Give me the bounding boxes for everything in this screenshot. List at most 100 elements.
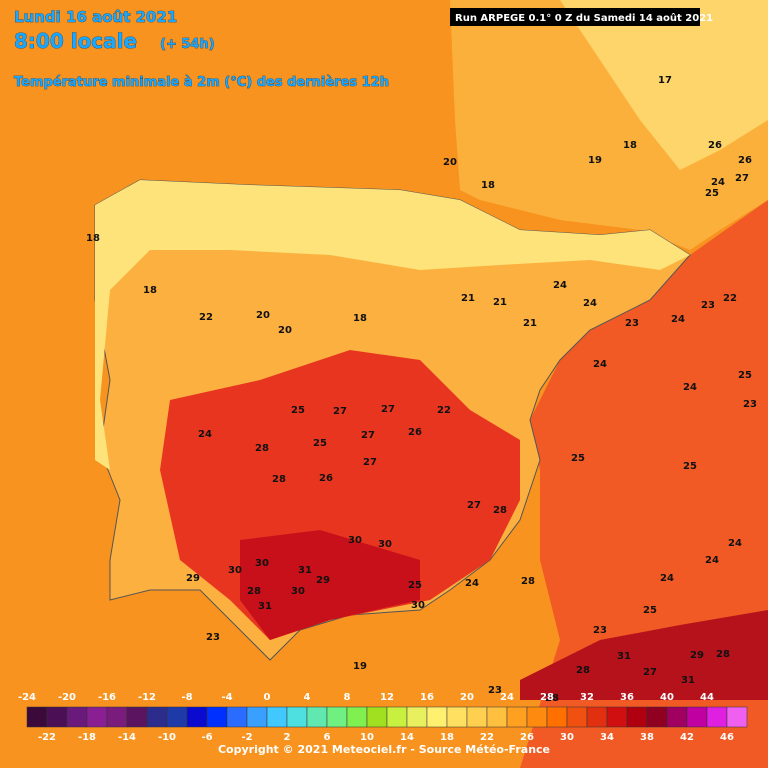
temp-label: 28	[247, 586, 261, 597]
colorbar-cell	[366, 706, 388, 728]
alps	[560, 0, 768, 170]
colorbar-tick-label: -20	[58, 692, 76, 703]
run: Run ARPEGE 0.1° 0 Z du Samedi 14 août 20…	[455, 12, 713, 24]
colorbar-cell	[586, 706, 608, 728]
colorbar-tick-label: 46	[720, 732, 734, 743]
africa	[520, 610, 768, 700]
temp-label: 27	[381, 404, 395, 415]
temp-label: 27	[735, 173, 749, 184]
temp-label: 31	[258, 601, 272, 612]
temp-label: 24	[660, 573, 674, 584]
colorbar-tick-label: 32	[580, 692, 594, 703]
temp-label: 18	[86, 233, 100, 244]
colorbar-cell	[626, 706, 648, 728]
colorbar-cell	[286, 706, 308, 728]
temp-label: 25	[705, 188, 719, 199]
colorbar-cell	[106, 706, 128, 728]
temp-label: 18	[353, 313, 367, 324]
colorbar-tick-label: 40	[660, 692, 674, 703]
colorbar-tick-label: -18	[78, 732, 96, 743]
colorbar-cell	[606, 706, 628, 728]
colorbar-cell	[166, 706, 188, 728]
temp-label: 27	[361, 430, 375, 441]
colorbar-cell	[546, 706, 568, 728]
colorbar-cell	[246, 706, 268, 728]
colorbar-cell	[466, 706, 488, 728]
temp-label: 26	[708, 140, 722, 151]
temp-label: 30	[228, 565, 242, 576]
colorbar-tick-label: 34	[600, 732, 614, 743]
temp-label: 24	[583, 298, 597, 309]
temp-label: 26	[738, 155, 752, 166]
temp-label: 24	[593, 359, 607, 370]
colorbar-cell	[506, 706, 528, 728]
colorbar-cell	[386, 706, 408, 728]
colorbar-tick-label: 30	[560, 732, 574, 743]
colorbar-cell	[126, 706, 148, 728]
temp-label: 24	[728, 538, 742, 549]
temp-label: 25	[408, 580, 422, 591]
temp-label: 27	[467, 500, 481, 511]
temp-label: 24	[553, 280, 567, 291]
colorbar-cell	[706, 706, 728, 728]
colorbar-cell	[726, 706, 748, 728]
temp-label: 25	[683, 461, 697, 472]
colorbar-tick-label: -14	[118, 732, 136, 743]
colorbar-tick-label: -8	[181, 692, 192, 703]
copyright: Copyright © 2021 Meteociel.fr - Source M…	[218, 743, 550, 756]
colorbar-cell	[306, 706, 328, 728]
temp-label: 22	[199, 312, 213, 323]
temp-label: 28	[716, 649, 730, 660]
temp-label: 28	[272, 474, 286, 485]
temp-label: 30	[291, 586, 305, 597]
temp-label: 28	[493, 505, 507, 516]
colorbar-cell	[46, 706, 68, 728]
colorbar-tick-label: 24	[500, 692, 514, 703]
temp-label: 31	[681, 675, 695, 686]
colorbar-tick-label: -24	[18, 692, 36, 703]
colorbar-tick-label: -2	[241, 732, 252, 743]
colorbar-cell	[666, 706, 688, 728]
temp-label: 28	[521, 576, 535, 587]
temp-label: 22	[723, 293, 737, 304]
temp-label: 29	[316, 575, 330, 586]
temp-label: 30	[255, 558, 269, 569]
temp-label: 24	[711, 177, 725, 188]
colorbar-tick-label: -22	[38, 732, 56, 743]
temp-label: 18	[623, 140, 637, 151]
colorbar-tick-label: -4	[221, 692, 232, 703]
colorbar-tick-label: 10	[360, 732, 374, 743]
temp-label: 28	[576, 665, 590, 676]
colorbar-cell	[566, 706, 588, 728]
colorbar-tick-label: 12	[380, 692, 394, 703]
temp-label: 25	[291, 405, 305, 416]
temp-label: 20	[278, 325, 292, 336]
temp-label: 26	[408, 427, 422, 438]
temp-label: 27	[643, 667, 657, 678]
colorbar-cell	[266, 706, 288, 728]
subtitle: Température minimale à 2m (°C) des derni…	[14, 75, 389, 90]
temp-label: 19	[353, 661, 367, 672]
temp-label: 30	[348, 535, 362, 546]
temp-label: 25	[313, 438, 327, 449]
colorbar-tick-label: 4	[304, 692, 311, 703]
date: Lundi 16 août 2021	[14, 8, 177, 26]
colorbar-cell	[346, 706, 368, 728]
temp-label: 18	[481, 180, 495, 191]
temp-label: 23	[488, 685, 502, 696]
temp-label: 29	[690, 650, 704, 661]
map-labels: 20 18 19 18 17 26 26 24 27 25 18 18 22 20 20 18 21 21 24 24…	[86, 75, 757, 704]
run-box	[450, 8, 700, 26]
colorbar-tick-label: 14	[400, 732, 414, 743]
temp-label: 31	[617, 651, 631, 662]
temp-label: 28	[545, 693, 559, 704]
colorbar-cell	[86, 706, 108, 728]
lead: (+ 54h)	[160, 37, 215, 52]
temp-label: 24	[683, 382, 697, 393]
colorbar-tick-label: 2	[284, 732, 291, 743]
temp-label: 23	[206, 632, 220, 643]
temp-label: 26	[319, 473, 333, 484]
colorbar-tick-label: -10	[158, 732, 176, 743]
temp-label: 29	[186, 573, 200, 584]
colorbar-tick-label: 42	[680, 732, 694, 743]
